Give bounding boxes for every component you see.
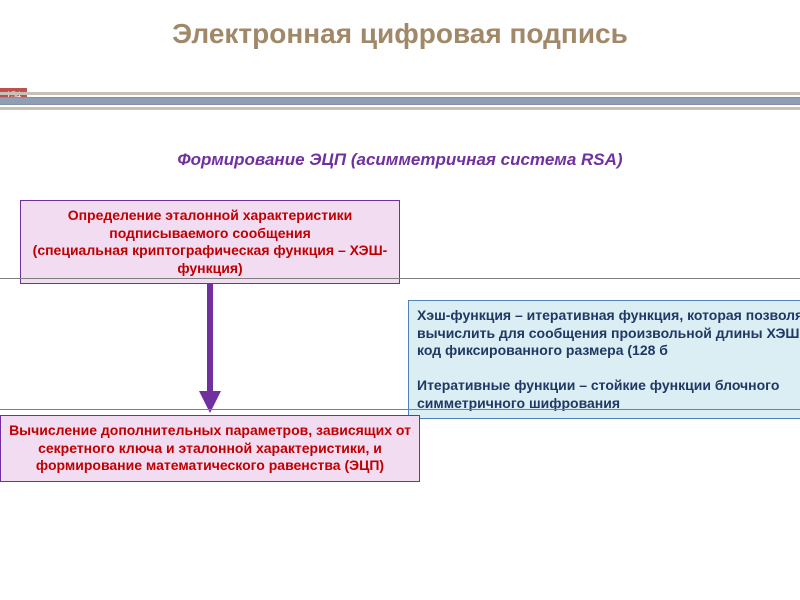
subtitle: Формирование ЭЦП (асимметричная система … <box>0 150 800 170</box>
box2-para1: Хэш-функция – итеративная функция, котор… <box>417 307 800 358</box>
header-rule <box>0 92 800 110</box>
flow-box-reference-characteristic: Определение эталонной характеристики под… <box>20 200 400 284</box>
header-rule-top <box>0 92 800 95</box>
divider-1 <box>0 278 800 279</box>
divider-2 <box>0 409 800 410</box>
header-rule-bot <box>0 107 800 110</box>
box2-para2: Итеративные функции – стойкие функции бл… <box>417 377 779 411</box>
info-box-hash-function: Хэш-функция – итеративная функция, котор… <box>408 300 800 419</box>
box1-line1: Определение эталонной характеристики под… <box>68 207 353 241</box>
box3-text: Вычисление дополнительных параметров, за… <box>9 422 411 473</box>
arrow-down-icon <box>195 283 225 413</box>
page-title: Электронная цифровая подпись <box>0 0 800 50</box>
box1-line2: (специальная криптографическая функция –… <box>33 242 388 276</box>
flow-box-signature-calc: Вычисление дополнительных параметров, за… <box>0 415 420 482</box>
header-rule-mid <box>0 97 800 105</box>
